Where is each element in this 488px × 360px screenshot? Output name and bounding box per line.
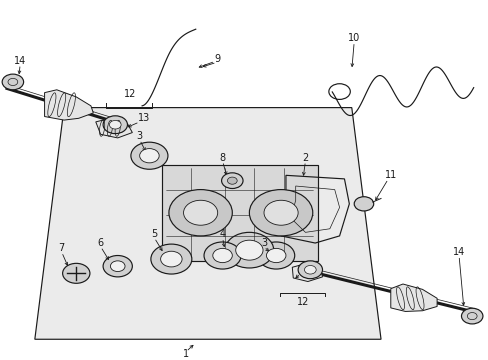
Circle shape	[298, 261, 322, 279]
Polygon shape	[35, 108, 380, 339]
Polygon shape	[44, 90, 93, 120]
Circle shape	[140, 149, 159, 163]
Text: 13: 13	[138, 113, 150, 123]
Polygon shape	[96, 118, 132, 138]
Circle shape	[160, 251, 182, 267]
Circle shape	[235, 240, 263, 260]
Text: 12: 12	[123, 89, 136, 99]
Polygon shape	[292, 264, 322, 282]
Circle shape	[224, 232, 273, 268]
FancyBboxPatch shape	[161, 165, 317, 261]
Circle shape	[264, 200, 298, 225]
Text: 5: 5	[151, 229, 157, 239]
Circle shape	[183, 200, 217, 225]
Text: 6: 6	[98, 238, 103, 248]
Text: 3: 3	[136, 131, 142, 141]
Text: 1: 1	[183, 348, 189, 359]
Circle shape	[62, 264, 90, 283]
Text: 4: 4	[219, 229, 225, 239]
Circle shape	[103, 256, 132, 277]
Circle shape	[109, 121, 121, 129]
Text: 8: 8	[219, 153, 225, 162]
Circle shape	[151, 244, 191, 274]
Circle shape	[257, 242, 294, 269]
Text: 2: 2	[302, 153, 308, 162]
Circle shape	[168, 190, 232, 236]
Text: 7: 7	[59, 243, 64, 253]
Text: 12: 12	[296, 297, 308, 307]
Circle shape	[2, 74, 23, 90]
Circle shape	[221, 173, 243, 189]
Text: 14: 14	[14, 55, 26, 66]
Circle shape	[249, 190, 312, 236]
Circle shape	[203, 242, 241, 269]
Circle shape	[304, 265, 316, 274]
Circle shape	[131, 142, 167, 169]
Text: 14: 14	[452, 247, 464, 257]
Circle shape	[227, 177, 237, 184]
Text: 10: 10	[347, 33, 360, 43]
Polygon shape	[390, 284, 436, 311]
Circle shape	[103, 116, 127, 134]
Text: 11: 11	[384, 170, 396, 180]
Circle shape	[353, 197, 373, 211]
Text: 13: 13	[296, 265, 308, 275]
Circle shape	[266, 248, 285, 263]
Text: 3: 3	[261, 238, 266, 248]
Text: 9: 9	[214, 54, 220, 64]
Circle shape	[461, 308, 482, 324]
Circle shape	[212, 248, 232, 263]
Circle shape	[110, 261, 125, 271]
